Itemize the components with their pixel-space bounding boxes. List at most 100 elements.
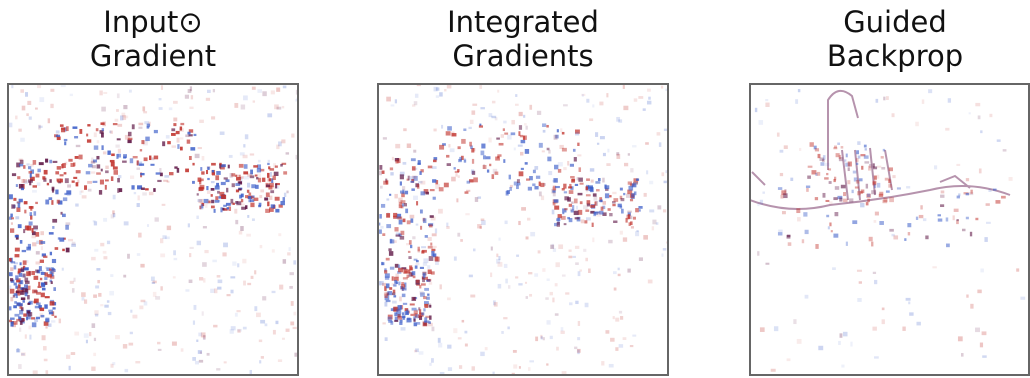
saliency-pixel bbox=[36, 174, 40, 178]
saliency-pixel bbox=[513, 364, 517, 368]
saliency-pixel bbox=[473, 249, 476, 252]
saliency-pixel bbox=[760, 327, 765, 332]
saliency-pixel bbox=[11, 261, 15, 263]
saliency-pixel bbox=[481, 151, 485, 156]
saliency-pixel bbox=[630, 221, 632, 225]
saliency-pixel bbox=[414, 322, 418, 326]
saliency-pixel bbox=[569, 218, 573, 222]
saliency-pixel bbox=[586, 194, 591, 196]
saliency-pixel bbox=[48, 323, 52, 326]
saliency-pixel bbox=[55, 190, 58, 195]
saliency-pixel bbox=[525, 149, 529, 154]
saliency-pixel bbox=[167, 141, 171, 144]
saliency-pixel bbox=[492, 174, 495, 179]
saliency-pixel bbox=[430, 189, 435, 191]
panel-title: Integrated bbox=[447, 5, 599, 39]
saliency-pixel bbox=[289, 286, 293, 289]
saliency-pixel bbox=[569, 184, 571, 189]
saliency-pixel bbox=[165, 236, 170, 239]
saliency-pixel bbox=[857, 270, 862, 272]
saliency-pixel bbox=[646, 170, 648, 174]
saliency-pixel bbox=[96, 128, 99, 131]
saliency-pixel bbox=[94, 249, 98, 252]
saliency-pixel bbox=[22, 275, 25, 278]
saliency-pixel bbox=[245, 134, 248, 139]
saliency-pixel bbox=[29, 326, 32, 330]
saliency-pixel bbox=[757, 203, 759, 206]
saliency-pixel bbox=[438, 209, 443, 214]
saliency-pixel bbox=[105, 170, 109, 173]
saliency-pixel bbox=[868, 166, 871, 171]
saliency-pixel bbox=[27, 303, 29, 305]
saliency-pixel bbox=[107, 241, 110, 244]
saliency-pixel bbox=[433, 246, 437, 248]
saliency-pixel bbox=[623, 193, 625, 195]
saliency-pixel bbox=[125, 135, 130, 140]
saliency-pixel bbox=[432, 166, 437, 169]
saliency-pixel bbox=[66, 126, 69, 131]
saliency-pixel bbox=[628, 153, 630, 155]
saliency-pixel bbox=[117, 93, 120, 98]
saliency-pixel bbox=[137, 195, 139, 200]
saliency-pixel bbox=[380, 186, 383, 189]
saliency-pixel bbox=[569, 250, 572, 252]
saliency-pixel bbox=[68, 159, 72, 162]
saliency-pixel bbox=[260, 245, 263, 248]
saliency-pixel bbox=[805, 295, 809, 299]
saliency-pixel bbox=[386, 300, 391, 302]
saliency-pixel bbox=[35, 232, 39, 237]
saliency-pixel bbox=[143, 140, 148, 145]
saliency-pixel bbox=[91, 171, 95, 173]
saliency-pixel bbox=[57, 166, 61, 170]
saliency-pixel bbox=[448, 367, 452, 371]
saliency-pixel bbox=[230, 276, 235, 278]
saliency-pixel bbox=[220, 207, 222, 212]
saliency-pixel bbox=[447, 345, 451, 349]
saliency-pixel bbox=[141, 188, 145, 190]
saliency-pixel bbox=[66, 248, 70, 253]
saliency-pixel bbox=[797, 339, 802, 344]
saliency-pixel bbox=[193, 320, 195, 324]
saliency-pixel bbox=[871, 190, 876, 194]
panel: Input⊙ Gradient bbox=[8, 5, 302, 375]
saliency-pixel bbox=[613, 198, 618, 202]
saliency-pixel bbox=[526, 178, 530, 180]
saliency-pixel bbox=[60, 174, 64, 176]
saliency-pixel bbox=[569, 190, 574, 194]
saliency-pixel bbox=[410, 176, 415, 180]
saliency-pixel bbox=[755, 108, 757, 112]
saliency-pixel bbox=[400, 236, 404, 240]
saliency-pixel bbox=[421, 251, 424, 254]
saliency-pixel bbox=[468, 127, 471, 129]
saliency-pixel bbox=[431, 358, 434, 363]
saliency-pixel bbox=[47, 274, 52, 277]
saliency-pixel bbox=[757, 251, 759, 256]
saliency-pixel bbox=[382, 233, 385, 236]
saliency-pixel bbox=[92, 165, 96, 168]
saliency-pixel bbox=[214, 209, 216, 213]
saliency-pixel bbox=[961, 353, 964, 357]
saliency-pixel bbox=[393, 284, 396, 286]
saliency-pixel bbox=[40, 308, 45, 312]
saliency-pixel bbox=[32, 190, 37, 193]
saliency-pixel bbox=[86, 134, 88, 137]
saliency-pixel bbox=[138, 123, 143, 126]
saliency-pixel bbox=[620, 231, 623, 235]
saliency-pixel bbox=[12, 173, 16, 176]
saliency-pixel bbox=[780, 173, 783, 176]
saliency-pixel bbox=[874, 280, 877, 284]
saliency-pixel bbox=[453, 328, 457, 333]
saliency-pixel bbox=[392, 301, 397, 304]
saliency-pixel bbox=[390, 267, 394, 270]
saliency-pixel bbox=[194, 134, 197, 136]
saliency-pixel bbox=[583, 205, 588, 209]
saliency-pixel bbox=[276, 145, 279, 150]
saliency-pixel bbox=[526, 236, 529, 239]
saliency-pixel bbox=[625, 218, 627, 223]
saliency-pixel bbox=[207, 353, 210, 356]
saliency-pixel bbox=[866, 202, 869, 205]
saliency-pixel bbox=[84, 299, 87, 303]
saliency-pixel bbox=[202, 311, 204, 315]
saliency-pixel bbox=[400, 191, 404, 194]
saliency-pixel bbox=[160, 286, 162, 290]
